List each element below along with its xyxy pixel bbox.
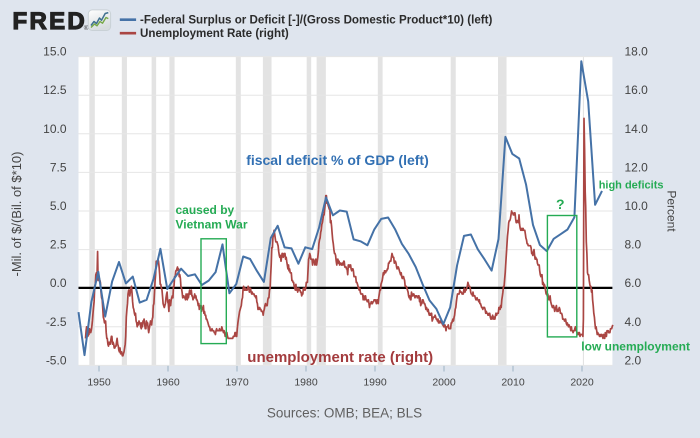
svg-text:8.0: 8.0 — [625, 238, 642, 252]
svg-text:1990: 1990 — [363, 377, 387, 389]
svg-text:2010: 2010 — [501, 377, 525, 389]
svg-text:2020: 2020 — [570, 377, 594, 389]
svg-text:16.0: 16.0 — [625, 83, 649, 97]
svg-text:low unemployment: low unemployment — [581, 340, 690, 354]
svg-text:14.0: 14.0 — [625, 122, 649, 136]
svg-text:fiscal deficit % of GDP (left): fiscal deficit % of GDP (left) — [246, 152, 429, 168]
svg-text:caused by: caused by — [176, 203, 235, 217]
svg-text:1970: 1970 — [225, 377, 249, 389]
svg-text:Percent: Percent — [665, 190, 679, 232]
svg-text:0.0: 0.0 — [50, 276, 67, 290]
svg-text:Sources: OMB; BEA; BLS: Sources: OMB; BEA; BLS — [267, 406, 422, 421]
svg-text:5.0: 5.0 — [50, 199, 67, 213]
svg-text:?: ? — [556, 196, 565, 212]
svg-text:12.0: 12.0 — [625, 160, 649, 174]
svg-text:10.0: 10.0 — [625, 199, 649, 213]
svg-text:2.0: 2.0 — [625, 353, 642, 367]
svg-text:7.5: 7.5 — [50, 160, 67, 174]
svg-text:high deficits: high deficits — [599, 180, 664, 192]
svg-text:10.0: 10.0 — [43, 122, 67, 136]
svg-text:-Mil. of $/(Bil. of $*10): -Mil. of $/(Bil. of $*10) — [9, 152, 24, 277]
svg-text:12.5: 12.5 — [43, 83, 67, 97]
svg-text:2.5: 2.5 — [50, 238, 67, 252]
svg-text:1980: 1980 — [294, 377, 318, 389]
svg-text:-Federal Surplus or Deficit [-: -Federal Surplus or Deficit [-]/(Gross D… — [140, 14, 493, 27]
svg-text:4.0: 4.0 — [625, 315, 642, 329]
svg-text:-5.0: -5.0 — [46, 353, 67, 367]
svg-text:Vietnam War: Vietnam War — [176, 218, 248, 232]
svg-text:unemployment rate (right): unemployment rate (right) — [247, 349, 433, 366]
svg-text:18.0: 18.0 — [625, 45, 649, 59]
svg-text:2000: 2000 — [432, 377, 456, 389]
svg-text:6.0: 6.0 — [625, 276, 642, 290]
svg-text:1950: 1950 — [87, 377, 111, 389]
svg-text:1960: 1960 — [156, 377, 180, 389]
svg-text:15.0: 15.0 — [43, 45, 67, 59]
svg-text:FRED: FRED — [13, 8, 88, 35]
svg-text:®: ® — [84, 24, 89, 32]
svg-text:-2.5: -2.5 — [46, 315, 67, 329]
svg-text:Unemployment Rate (right): Unemployment Rate (right) — [140, 27, 289, 40]
